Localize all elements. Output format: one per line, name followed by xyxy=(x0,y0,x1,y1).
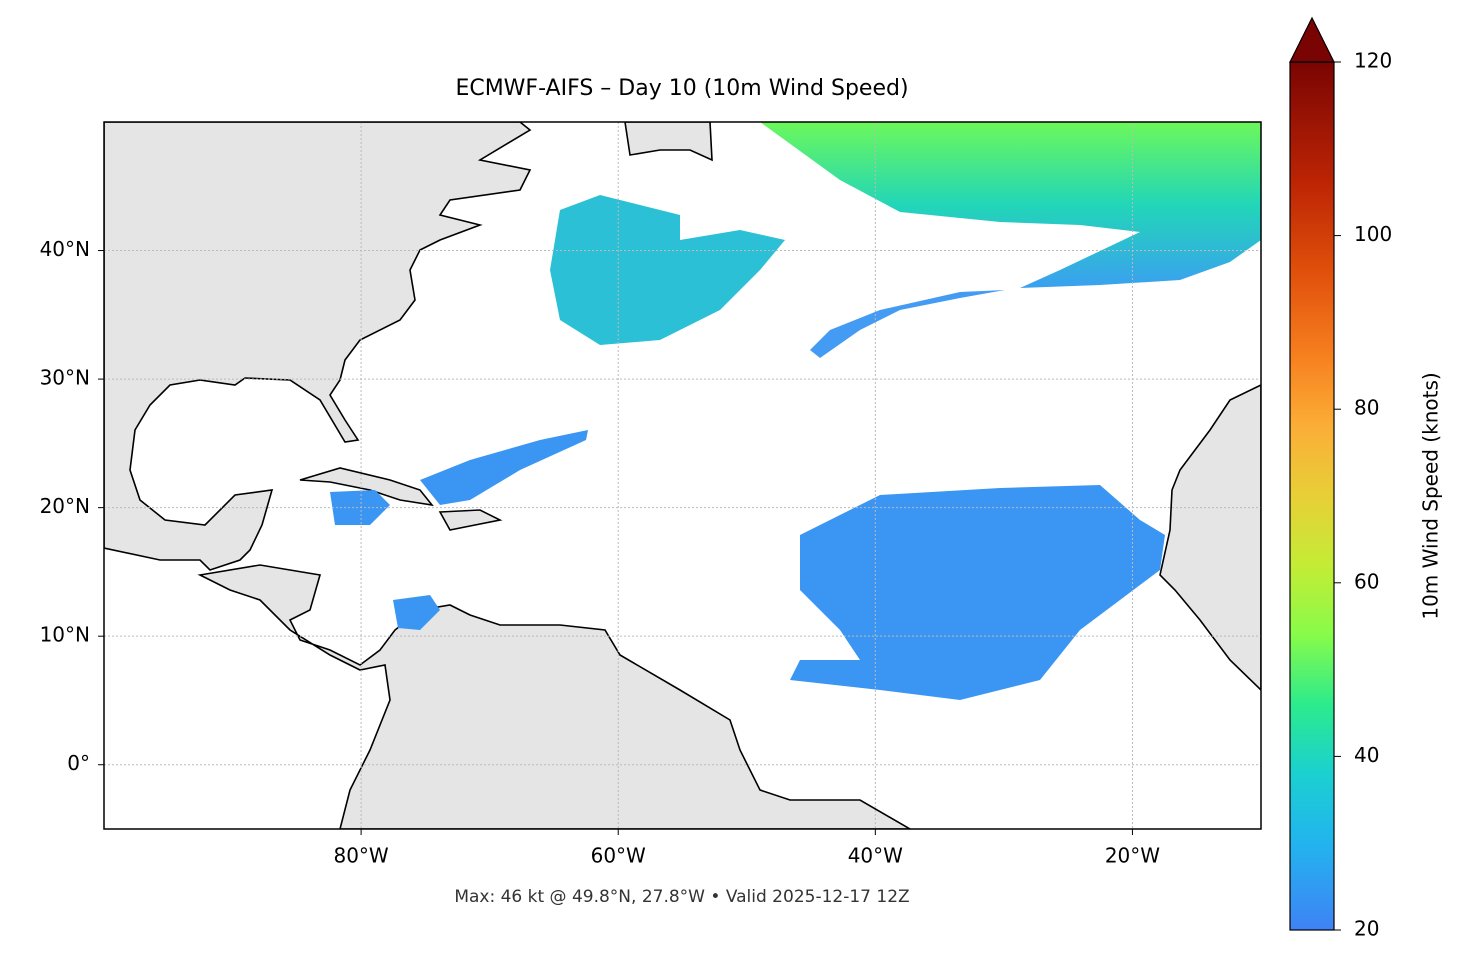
wind-swath xyxy=(790,485,1165,700)
colorbar xyxy=(1290,62,1334,930)
colorbar-tick-label: 80 xyxy=(1354,396,1379,420)
colorbar-extend xyxy=(1289,16,1335,63)
y-tick-label: 30°N xyxy=(40,366,90,390)
map-area xyxy=(104,122,1261,829)
x-tick-label: 20°W xyxy=(1105,844,1160,868)
wind-swath xyxy=(760,122,1261,288)
map-footer: Max: 46 kt @ 49.8°N, 27.8°W • Valid 2025… xyxy=(454,887,909,907)
hispaniola xyxy=(438,509,503,531)
wind-swath xyxy=(810,290,1005,358)
y-tick-label: 20°N xyxy=(40,494,90,518)
x-tick-label: 40°W xyxy=(848,844,903,868)
south-america xyxy=(197,564,912,829)
colorbar-tick-label: 20 xyxy=(1354,917,1379,941)
wind-swath xyxy=(420,430,588,505)
colorbar-label: 10m Wind Speed (knots) xyxy=(1419,372,1443,619)
colorbar-frame xyxy=(1289,61,1335,931)
north-america xyxy=(104,122,532,571)
colorbar-tick-label: 60 xyxy=(1354,569,1379,593)
y-tick-label: 40°N xyxy=(40,237,90,261)
colorbar-tick-label: 120 xyxy=(1354,49,1392,73)
x-tick-label: 60°W xyxy=(591,844,646,868)
cuba xyxy=(299,467,434,507)
map-frame xyxy=(103,121,1262,830)
wind-swath xyxy=(393,595,440,630)
map-title: ECMWF-AIFS – Day 10 (10m Wind Speed) xyxy=(455,76,908,101)
x-tick-label: 80°W xyxy=(333,844,388,868)
graticule xyxy=(104,122,1261,829)
wind-swath xyxy=(550,195,785,345)
africa xyxy=(1159,384,1261,692)
y-tick-label: 0° xyxy=(67,751,90,775)
y-tick-label: 10°N xyxy=(40,623,90,647)
colorbar-tick-label: 100 xyxy=(1354,222,1392,246)
colorbar-tick-label: 40 xyxy=(1354,743,1379,767)
newfoundland xyxy=(624,122,713,162)
